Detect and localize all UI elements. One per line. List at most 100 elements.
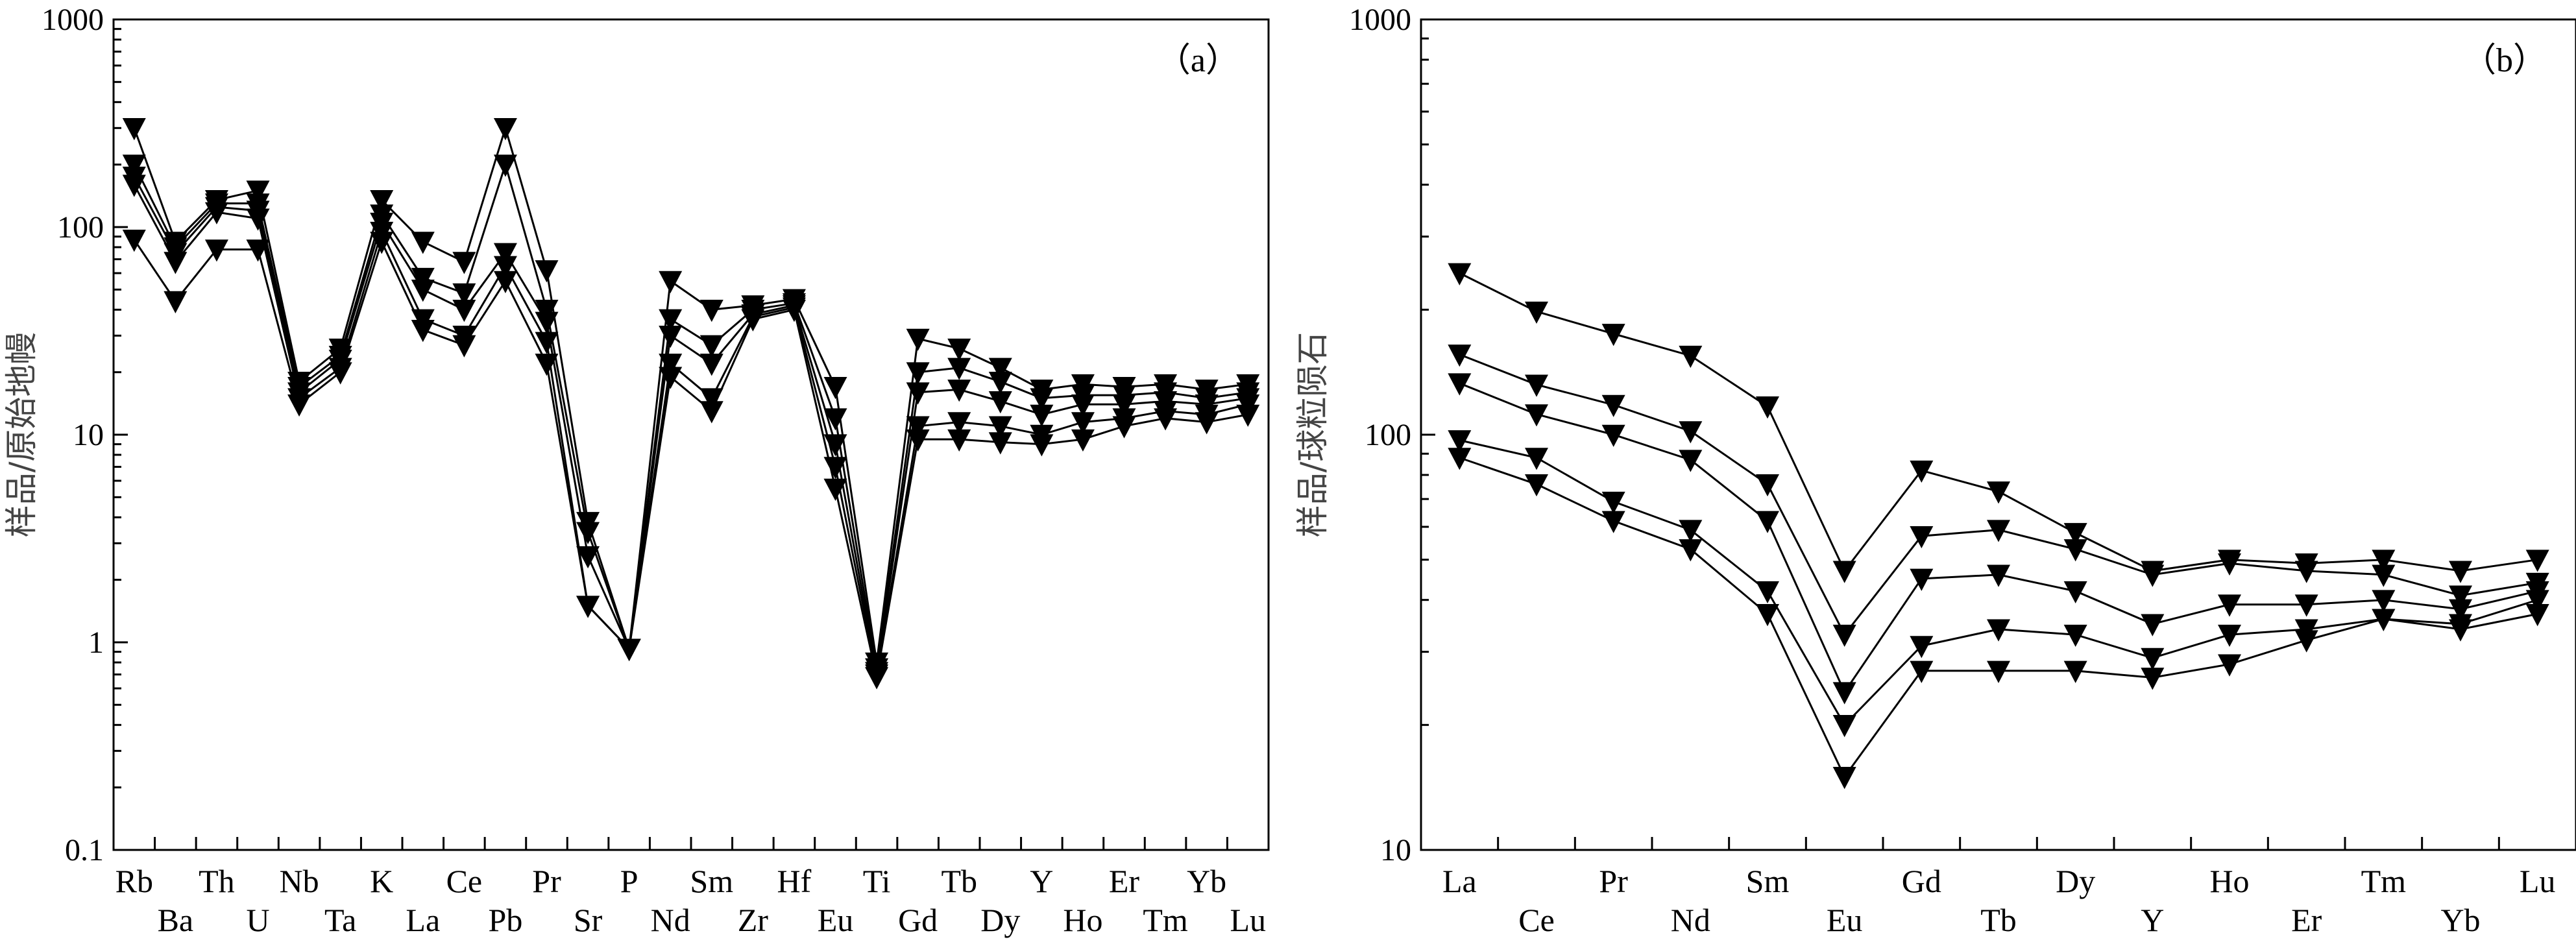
series-5-line bbox=[133, 239, 1248, 677]
x-tick-label: Rb bbox=[115, 863, 153, 899]
series-3-point bbox=[1832, 682, 1856, 705]
series-2-point bbox=[1987, 520, 2010, 542]
series-5-point bbox=[2141, 668, 2165, 690]
series-3-point bbox=[411, 280, 435, 302]
series-3-point bbox=[576, 546, 600, 569]
series-4-point bbox=[2063, 624, 2087, 647]
series-3-point bbox=[659, 326, 683, 348]
series-5-point bbox=[2525, 604, 2549, 627]
series-3-point bbox=[2063, 581, 2087, 604]
series-5-point bbox=[1601, 511, 1625, 533]
series-5-point bbox=[328, 362, 352, 385]
series-1-point bbox=[1910, 460, 1934, 483]
x-tick-label: Y bbox=[2141, 902, 2164, 938]
x-tick-label: Hf bbox=[777, 863, 812, 899]
series-2-point bbox=[1601, 394, 1625, 417]
series-3-point bbox=[699, 354, 723, 376]
x-tick-label: Nd bbox=[1671, 902, 1710, 938]
series-2-point bbox=[988, 372, 1012, 394]
series-4-point bbox=[2141, 647, 2165, 670]
series-4-point bbox=[1756, 581, 1779, 604]
series-5-point bbox=[782, 300, 806, 322]
x-tick-label: Pb bbox=[489, 902, 523, 938]
series-4-point bbox=[1525, 448, 1548, 470]
series-1-point bbox=[823, 376, 847, 400]
series-2-point bbox=[2063, 539, 2087, 562]
series-5-point bbox=[1195, 412, 1219, 435]
series-1-point bbox=[988, 357, 1012, 380]
series-4-point bbox=[1832, 715, 1856, 738]
x-tick-label: Pr bbox=[532, 863, 561, 899]
y-tick-label: 100 bbox=[57, 210, 104, 245]
x-tick-label: Ce bbox=[446, 863, 483, 899]
series-1-point bbox=[1601, 324, 1625, 346]
series-5-point bbox=[2294, 630, 2318, 653]
series-1-point bbox=[2372, 550, 2396, 572]
series-4-point bbox=[535, 332, 559, 354]
series-1-point bbox=[1987, 481, 2010, 504]
series-2-point bbox=[947, 357, 971, 380]
series-5-line bbox=[1459, 457, 2538, 779]
series-3-point bbox=[1112, 394, 1136, 417]
series-5-point bbox=[906, 429, 930, 452]
series-2-point bbox=[576, 522, 600, 544]
series-2-point bbox=[2218, 553, 2241, 576]
series-5-point bbox=[287, 394, 311, 417]
series-3-point bbox=[1525, 404, 1548, 427]
series-4-point bbox=[122, 175, 146, 197]
series-3-point bbox=[535, 311, 559, 334]
series-5-point bbox=[1030, 434, 1054, 457]
x-tick-label: Lu bbox=[2520, 863, 2556, 899]
x-tick-label: Sm bbox=[1746, 863, 1790, 899]
series-3-point bbox=[1448, 373, 1472, 396]
series-1-point bbox=[122, 118, 146, 141]
series-3-point bbox=[1987, 564, 2010, 587]
series-2-point bbox=[2141, 564, 2165, 587]
series-5-point bbox=[947, 429, 971, 452]
y-tick-label: 1000 bbox=[42, 3, 104, 37]
series-1-point bbox=[2525, 550, 2549, 572]
x-tick-label: Y bbox=[1030, 863, 1053, 899]
series-5-point bbox=[1756, 604, 1779, 627]
series-5-point bbox=[576, 596, 600, 618]
series-3-point bbox=[947, 380, 971, 402]
series-4-point bbox=[2525, 590, 2549, 612]
x-tick-label: Yb bbox=[2440, 902, 2480, 938]
y-tick-label: 0.1 bbox=[65, 833, 104, 867]
series-2-point bbox=[1448, 345, 1472, 367]
series-4-point bbox=[1071, 412, 1095, 435]
series-5-point bbox=[659, 367, 683, 389]
y-tick-label: 100 bbox=[1365, 418, 1411, 452]
series-3-point bbox=[2294, 594, 2318, 617]
series-2-point bbox=[823, 408, 847, 431]
series-3-line bbox=[133, 176, 1248, 672]
series-5-point bbox=[1448, 448, 1472, 470]
series-3-point bbox=[1910, 568, 1934, 591]
series-4-point bbox=[659, 354, 683, 376]
x-tick-label: Er bbox=[1109, 863, 1140, 899]
x-tick-label: Zr bbox=[738, 902, 769, 938]
series-3-point bbox=[988, 391, 1012, 414]
series-1-point bbox=[1832, 561, 1856, 583]
series-2-point bbox=[452, 283, 476, 306]
x-tick-label: Dy bbox=[980, 902, 1020, 938]
x-tick-label: Sr bbox=[574, 902, 603, 938]
x-tick-label: U bbox=[246, 902, 269, 938]
series-5-point bbox=[164, 291, 188, 313]
series-5-point bbox=[1910, 660, 1934, 683]
x-tick-label: Yb bbox=[1187, 863, 1226, 899]
series-4-point bbox=[164, 252, 188, 274]
series-1-point bbox=[2063, 523, 2087, 546]
series-1-point bbox=[699, 300, 723, 322]
series-2-point bbox=[1679, 421, 1703, 444]
series-5-point bbox=[823, 478, 847, 501]
y-tick-label: 1 bbox=[88, 625, 104, 660]
x-tick-label: P bbox=[620, 863, 638, 899]
series-1-point bbox=[1756, 396, 1779, 419]
series-1-point bbox=[1448, 263, 1472, 285]
series-5-point bbox=[535, 354, 559, 376]
series-5-point bbox=[2063, 660, 2087, 683]
series-4-point bbox=[988, 416, 1012, 439]
series-1-point bbox=[2449, 561, 2472, 583]
series-4-point bbox=[1448, 430, 1472, 453]
